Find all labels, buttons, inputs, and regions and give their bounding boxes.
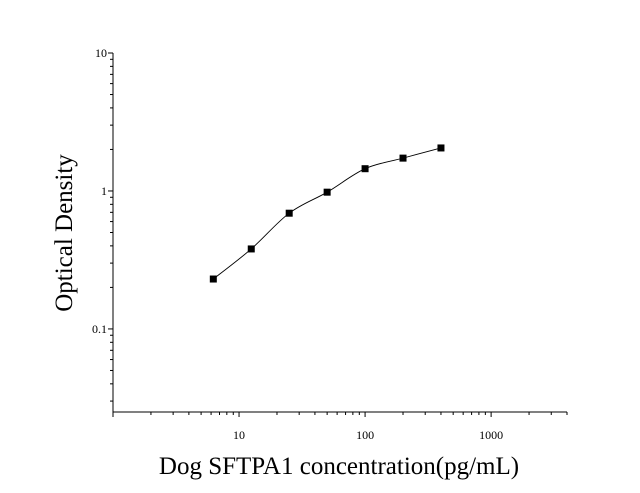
x-tick-label: 100 xyxy=(356,428,374,442)
fit-curve xyxy=(213,147,442,280)
data-point xyxy=(247,245,255,253)
data-point xyxy=(209,275,217,283)
y-tick-label: 0.1 xyxy=(92,322,107,336)
y-tick-label: 10 xyxy=(95,46,107,60)
y-tick-label: 1 xyxy=(101,184,107,198)
x-tick-label: 1000 xyxy=(479,428,503,442)
x-tick-label: 10 xyxy=(233,428,245,442)
data-point xyxy=(437,144,445,152)
data-point xyxy=(285,209,293,217)
data-markers xyxy=(209,144,445,283)
y-axis-title: Optical Density xyxy=(51,154,78,312)
data-point xyxy=(399,154,407,162)
x-axis-ticks: 10 100 1000 xyxy=(112,412,568,442)
y-axis-ticks: 0.1 1 10 xyxy=(92,46,113,402)
data-point xyxy=(323,188,331,196)
x-axis-title: Dog SFTPA1 concentration(pg/mL) xyxy=(159,453,519,480)
data-point xyxy=(361,165,369,173)
